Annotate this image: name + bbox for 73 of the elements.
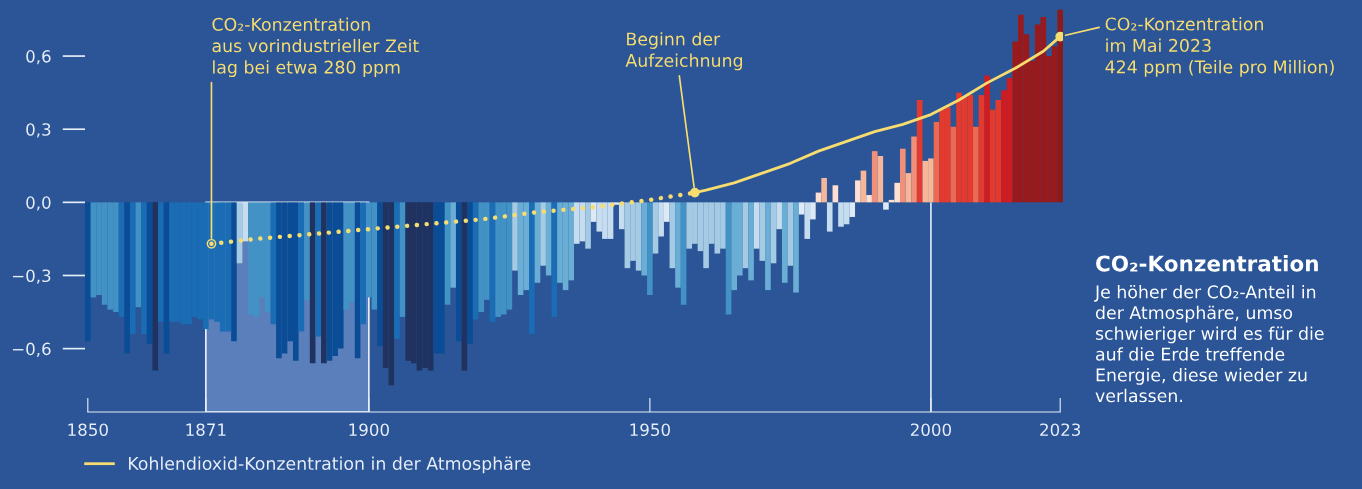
- legend-label: Kohlendioxid-Konzentration in der Atmosphäre: [129, 456, 531, 474]
- bar: [826, 202, 833, 232]
- y-tick-label: 0,0: [26, 196, 51, 211]
- x-tick-label: 1900: [349, 423, 389, 437]
- bar: [663, 202, 670, 222]
- x-tick-label: 1850: [68, 423, 108, 437]
- bar: [455, 202, 462, 342]
- y-tick-label: 0,3: [26, 123, 51, 138]
- bar: [866, 195, 872, 203]
- bar: [315, 202, 322, 337]
- y-tick-label: −0,6: [12, 342, 51, 357]
- y-tick-label: 0,6: [26, 50, 51, 65]
- bar: [141, 202, 147, 334]
- bar: [776, 202, 782, 230]
- point: [206, 238, 217, 249]
- bar: [871, 151, 878, 203]
- bar: [900, 148, 906, 203]
- bar: [304, 202, 310, 300]
- bar: [450, 202, 456, 288]
- bar: [798, 202, 805, 215]
- bar: [647, 202, 653, 295]
- bar: [675, 202, 681, 288]
- bar: [641, 202, 648, 276]
- bar: [540, 202, 546, 266]
- bar: [242, 202, 248, 242]
- bar: [804, 202, 811, 239]
- bar: [821, 177, 827, 203]
- x-tick-label: 2023: [1040, 423, 1081, 437]
- bar: [759, 202, 766, 261]
- bar: [152, 202, 159, 371]
- bar: [129, 202, 136, 334]
- bar: [793, 202, 799, 293]
- text: CO₂-Konzentration: [1096, 255, 1318, 272]
- annotation: Beginn der Aufzeichnung: [625, 32, 743, 71]
- bar: [781, 202, 788, 283]
- bar: [124, 202, 130, 354]
- bar: [231, 202, 237, 342]
- bar: [377, 202, 383, 347]
- x-tick-label: 1871: [186, 423, 226, 437]
- bar: [984, 75, 990, 203]
- bar: [658, 202, 664, 237]
- bar: [787, 202, 794, 266]
- bar: [585, 202, 591, 249]
- bar: [618, 202, 625, 230]
- bar: [652, 202, 659, 254]
- bar: [748, 202, 754, 281]
- y-tick-label: −0,3: [12, 269, 51, 284]
- bar: [270, 202, 277, 325]
- bar: [85, 202, 91, 342]
- x-tick-label: 1950: [630, 423, 670, 437]
- bar: [883, 202, 889, 210]
- bar: [765, 202, 771, 291]
- point: [689, 187, 700, 198]
- text: Je höher der CO₂-Anteil in der Atmosphäre, umso schwieriger wird es für die auf die Erde treffende Energie, diese wieder zu verlassen.: [1094, 285, 1324, 403]
- bar: [512, 202, 518, 271]
- annotation: CO₂-Konzentration aus vorindustrieller Zeit lag bei etwa 280 ppm: [212, 17, 419, 78]
- bar: [753, 202, 760, 249]
- bar: [467, 202, 473, 344]
- bar: [911, 136, 917, 203]
- annotation: CO₂-Konzentration im Mai 2023 424 ppm (Teile pro Million): [1105, 17, 1334, 77]
- point: [1055, 31, 1063, 42]
- bar: [529, 202, 535, 334]
- bar: [973, 126, 979, 203]
- bar: [855, 180, 861, 203]
- bar: [810, 202, 816, 220]
- bar: [394, 202, 400, 339]
- bar: [360, 202, 367, 325]
- bar: [1057, 9, 1063, 203]
- bar: [849, 202, 856, 217]
- bar: [321, 202, 327, 364]
- bar: [158, 202, 164, 322]
- x-tick-label: 2000: [910, 423, 952, 437]
- bar: [545, 202, 552, 276]
